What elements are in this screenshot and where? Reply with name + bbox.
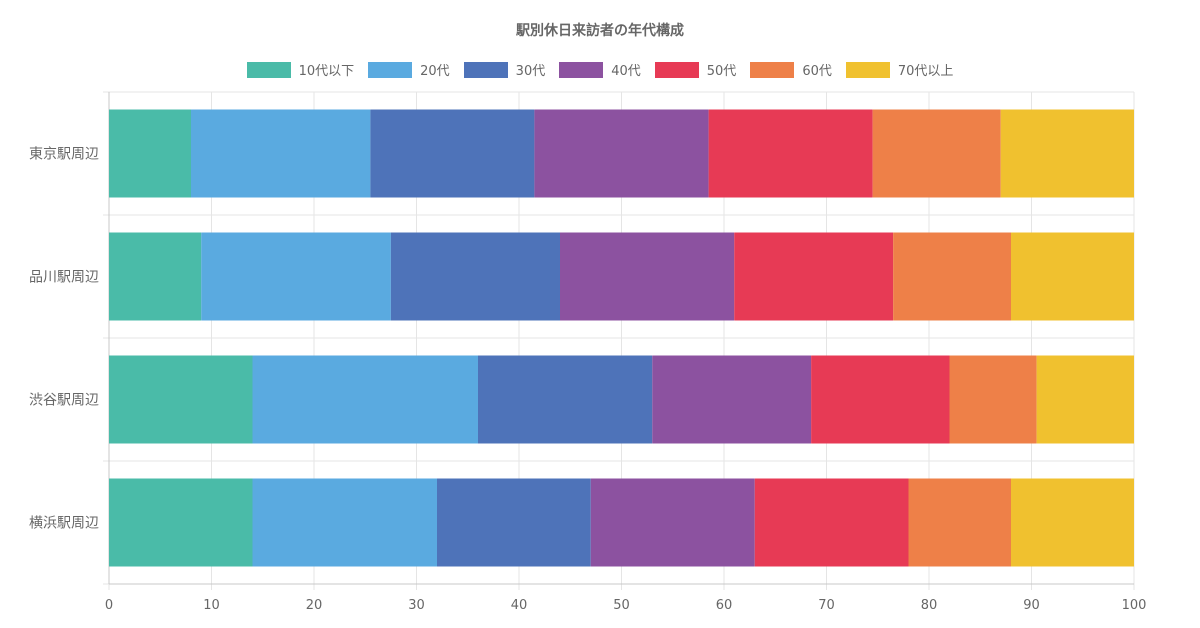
bar-segment[interactable]: [390, 232, 560, 321]
x-tick-label: 60: [716, 598, 733, 613]
x-tick-label: 90: [1023, 598, 1040, 613]
bar-segment[interactable]: [652, 355, 812, 444]
legend-swatch: [368, 61, 413, 78]
bar-segment[interactable]: [201, 232, 391, 321]
bar-segment[interactable]: [252, 478, 438, 567]
bar-segment[interactable]: [478, 355, 653, 444]
bar-segment[interactable]: [754, 478, 909, 567]
legend-swatch: [845, 61, 890, 78]
legend-item[interactable]: 50代: [654, 60, 737, 79]
category-label: 渋谷駅周辺: [29, 393, 99, 409]
bar-segment[interactable]: [872, 109, 1001, 198]
legend-label: 10代以下: [298, 64, 355, 79]
x-tick-label: 70: [818, 598, 835, 613]
bar-segment[interactable]: [811, 355, 950, 444]
bar-segment[interactable]: [1000, 109, 1134, 198]
bar-segment[interactable]: [590, 478, 755, 567]
legend-swatch: [654, 61, 699, 78]
x-tick-label: 40: [511, 598, 528, 613]
bar-segment[interactable]: [1011, 232, 1134, 321]
bar-segment[interactable]: [109, 478, 253, 567]
legend-label: 70代以上: [897, 64, 954, 79]
legend-item[interactable]: 40代: [559, 60, 641, 79]
bar-segment[interactable]: [1011, 478, 1134, 567]
category-label: 東京駅周辺: [29, 147, 99, 163]
bar-segment[interactable]: [109, 355, 253, 444]
x-tick-label: 50: [613, 598, 630, 613]
bar-segment[interactable]: [734, 232, 894, 321]
bar-segment[interactable]: [109, 232, 202, 321]
legend-label: 60代: [802, 64, 832, 79]
legend-item[interactable]: 70代以上: [845, 60, 954, 79]
bar-segment[interactable]: [949, 355, 1037, 444]
bar-segment[interactable]: [370, 109, 535, 198]
legend-item[interactable]: 10代以下: [246, 60, 355, 79]
x-tick-label: 30: [408, 598, 425, 613]
x-tick-label: 10: [203, 598, 220, 613]
legend-label: 40代: [611, 64, 641, 79]
legend-label: 50代: [706, 64, 737, 79]
bar-segment[interactable]: [560, 232, 735, 321]
bar-segment[interactable]: [252, 355, 479, 444]
legend-item[interactable]: 20代: [368, 60, 450, 79]
chart-title: 駅別休日来訪者の年代構成: [516, 23, 684, 39]
legend-swatch: [463, 61, 508, 78]
legend-label: 20代: [420, 64, 450, 79]
bar-segment[interactable]: [708, 109, 873, 198]
legend-label: 30代: [515, 64, 546, 79]
bar-segment[interactable]: [893, 232, 1011, 321]
legend-item[interactable]: 30代: [463, 60, 546, 79]
bar-segment[interactable]: [908, 478, 1012, 567]
bar-segment[interactable]: [534, 109, 709, 198]
legend-swatch: [559, 61, 604, 78]
bar-segment[interactable]: [437, 478, 591, 567]
legend: 10代以下 20代 30代 40代 50代 60代 70代以上: [0, 60, 1200, 79]
legend-swatch: [750, 61, 795, 78]
bar-segment[interactable]: [1036, 355, 1134, 444]
category-label: 品川駅周辺: [29, 270, 99, 286]
bar-segment[interactable]: [109, 109, 191, 198]
category-label: 横浜駅周辺: [29, 516, 99, 532]
bar-segment[interactable]: [191, 109, 371, 198]
legend-item[interactable]: 60代: [750, 60, 832, 79]
x-tick-label: 0: [105, 598, 113, 613]
x-tick-label: 20: [306, 598, 323, 613]
legend-swatch: [246, 61, 291, 78]
x-tick-label: 80: [921, 598, 938, 613]
x-tick-label: 100: [1122, 598, 1147, 613]
